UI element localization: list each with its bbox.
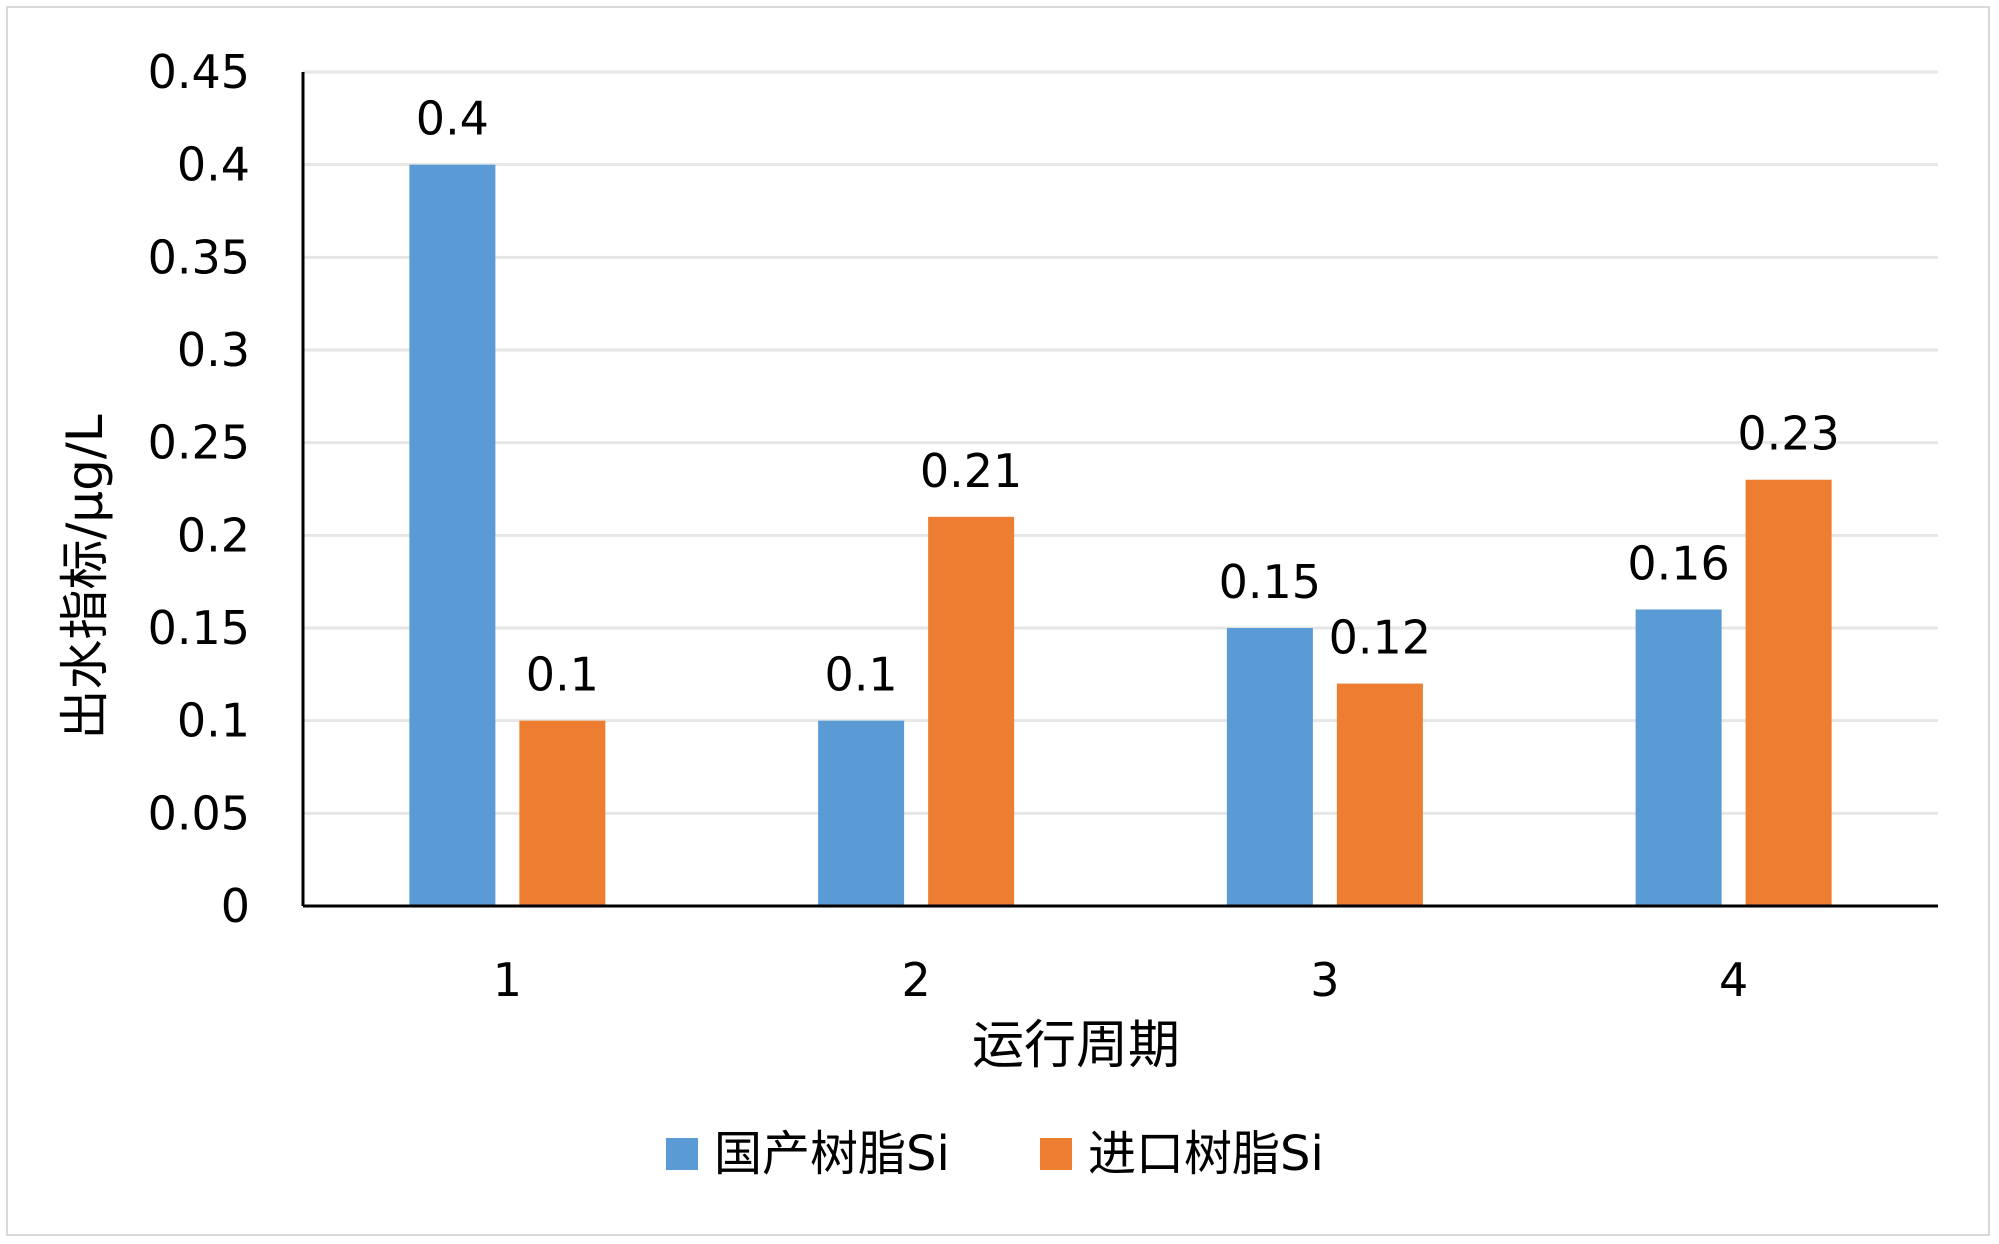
y-tick-label: 0 [221, 879, 250, 933]
data-label: 0.23 [1737, 407, 1839, 461]
y-tick-label: 0.1 [177, 694, 250, 748]
x-axis-title: 运行周期 [972, 1016, 1180, 1076]
bar-series-1-cat-2 [818, 720, 905, 906]
x-tick-label: 3 [1310, 953, 1339, 1007]
x-tick-label: 4 [1719, 953, 1748, 1007]
x-tick-label: 2 [901, 953, 930, 1007]
data-label: 0.15 [1219, 555, 1321, 609]
y-tick-label: 0.05 [148, 786, 250, 840]
y-tick-label: 0.2 [177, 508, 250, 562]
data-label: 0.1 [825, 648, 898, 702]
y-axis-title: 出水指标/μg/L [56, 414, 114, 739]
bar-series-2-cat-4 [1745, 479, 1832, 906]
bar-series-1-cat-4 [1635, 609, 1722, 906]
bar-series-2-cat-2 [928, 516, 1015, 906]
data-label: 0.16 [1627, 536, 1729, 590]
y-tick-label: 0.25 [148, 416, 250, 470]
bar-series-1-cat-1 [409, 164, 496, 906]
x-tick-labels: 1 2 3 4 [493, 953, 1749, 1007]
y-tick-label: 0.45 [148, 45, 250, 99]
legend-label: 国产树脂Si [714, 1126, 950, 1182]
y-tick-labels: 0 0.05 0.1 0.15 0.2 0.25 0.3 0.35 0.4 0.45 [148, 45, 250, 933]
bar-series-1-cat-3 [1226, 628, 1313, 906]
legend-swatch [1040, 1138, 1072, 1170]
legend-swatch [666, 1138, 698, 1170]
data-labels: 0.4 0.1 0.1 0.21 0.150.12 0.16 0.23 [416, 92, 1840, 702]
y-tick-label: 0.3 [177, 323, 250, 377]
data-label: 0.4 [416, 92, 489, 146]
legend: 国产树脂Si 进口树脂Si [666, 1126, 1324, 1182]
bars [409, 164, 1832, 906]
axes [301, 72, 1938, 908]
legend-label: 进口树脂Si [1088, 1126, 1324, 1182]
x-tick-label: 1 [493, 953, 522, 1007]
data-label: 0.1 [526, 648, 599, 702]
bar-series-2-cat-1 [519, 720, 606, 906]
data-label: 0.21 [920, 444, 1022, 498]
y-tick-label: 0.4 [177, 138, 250, 192]
bar-series-2-cat-3 [1336, 683, 1423, 906]
y-tick-label: 0.15 [148, 601, 250, 655]
y-tick-label: 0.35 [148, 230, 250, 284]
data-label: 0.12 [1329, 611, 1431, 665]
